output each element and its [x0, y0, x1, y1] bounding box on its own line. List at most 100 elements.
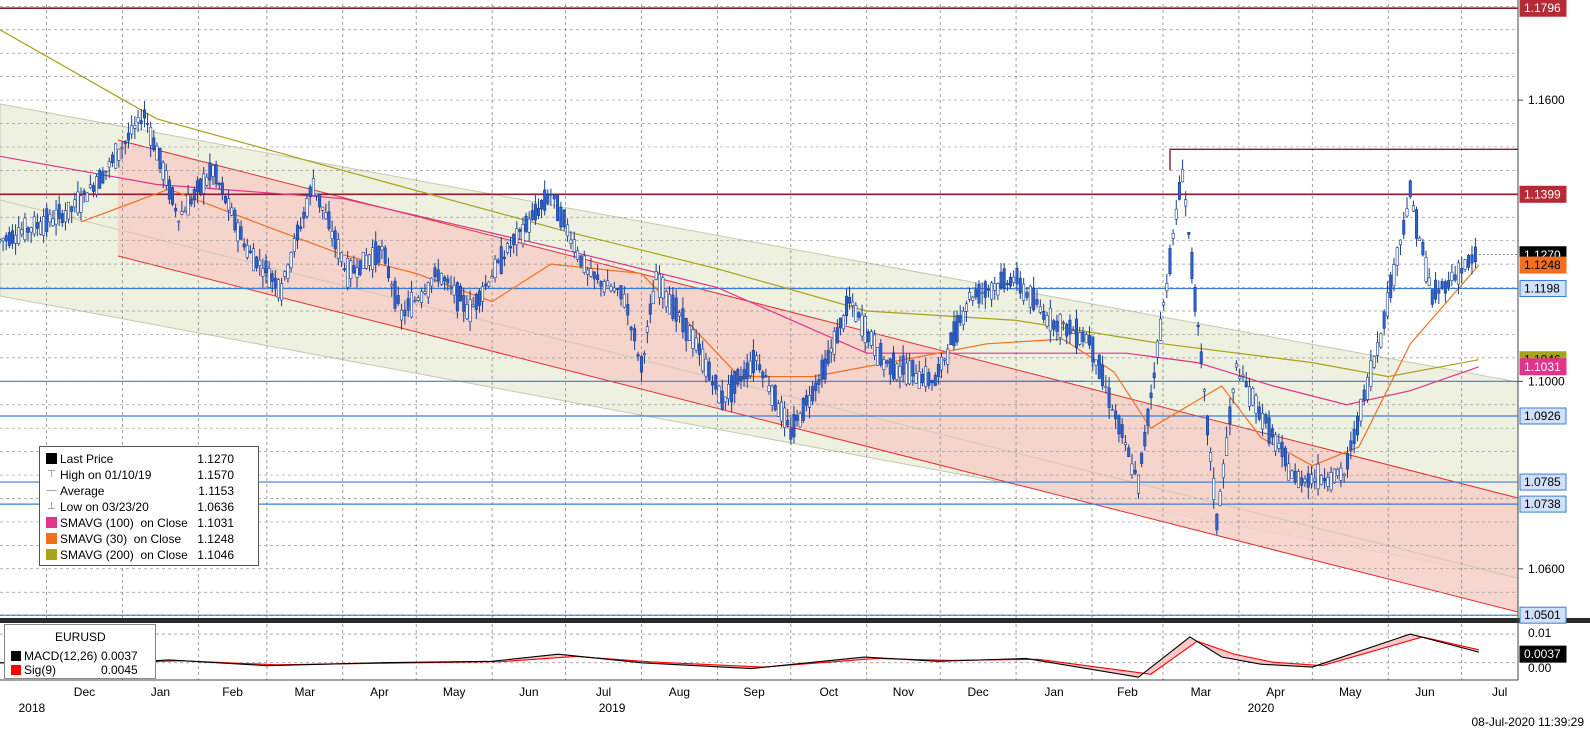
candle-body [333, 230, 337, 249]
candle-body [1408, 180, 1412, 198]
candle-body [908, 360, 912, 385]
candle-body [261, 268, 265, 277]
candle-body [214, 164, 218, 185]
candle-body [505, 243, 509, 253]
candle-body [1362, 389, 1366, 401]
candle-body [1071, 330, 1075, 334]
candle-body [45, 208, 49, 232]
resistance-level-tag-box [1519, 0, 1567, 17]
candle-body [1181, 169, 1185, 183]
candle-body [1149, 392, 1153, 399]
candle-body [490, 276, 494, 279]
month-label: Feb [222, 685, 243, 699]
macd-legend: EURUSD MACD(12,26) 0.0037 Sig(9) 0.0045 [4, 624, 156, 679]
candle-body [946, 348, 950, 365]
candle-body [873, 334, 877, 356]
candle-body [396, 295, 400, 304]
candle-body [468, 299, 472, 323]
candle-body [1277, 443, 1281, 449]
candle-body [543, 189, 547, 211]
candle-body [801, 397, 805, 421]
month-label: Feb [1117, 685, 1138, 699]
candle-body [609, 286, 613, 292]
month-label: Jun [1415, 685, 1434, 699]
macd-instrument-label: EURUSD [55, 630, 106, 644]
candle-body [986, 288, 990, 291]
candle-body [1184, 199, 1188, 207]
candle-body [648, 303, 652, 315]
candle-body [668, 294, 672, 315]
candle-body [619, 285, 623, 300]
candle-body [949, 332, 953, 346]
candle-body [283, 271, 287, 277]
candle-body [1473, 246, 1477, 263]
candle-body [1434, 279, 1438, 300]
candle-body [892, 352, 896, 380]
macd-axis-label: 0.01 [1528, 626, 1552, 640]
candle-body [990, 282, 994, 300]
candle-body [413, 300, 417, 302]
candle-body [1165, 283, 1169, 292]
month-label: Aug [669, 685, 690, 699]
candle-body [745, 362, 749, 380]
candle-body [390, 284, 394, 287]
candle-body [1339, 467, 1343, 481]
candle-body [321, 206, 325, 211]
candle-body [248, 250, 252, 253]
candle-body [481, 286, 485, 302]
candle-body [315, 193, 319, 196]
candle-body [958, 315, 962, 323]
candle-body [857, 312, 861, 318]
candle-body [977, 284, 981, 304]
candle-body [1385, 292, 1389, 317]
candle-body [183, 210, 187, 213]
legend-row: SMAVG (100) on Close 1.1031 [40, 515, 258, 531]
candle-body [904, 362, 908, 385]
candle-body [917, 371, 921, 389]
candle-body [95, 176, 99, 195]
candle-body [589, 268, 593, 277]
candle-body [1332, 468, 1336, 483]
candle-body [606, 280, 610, 287]
candle-body [546, 194, 550, 204]
month-label: Sep [743, 685, 765, 699]
series-value-tag-box [1519, 256, 1567, 274]
candle-body [596, 274, 600, 281]
candle-body [161, 162, 165, 180]
candle-body [1206, 415, 1210, 436]
price-legend: Last Price 1.1270 ⊤ High on 01/10/19 1.1570—… [39, 446, 259, 566]
candle-body [130, 125, 134, 135]
candle-body [895, 363, 899, 380]
candle-body [730, 375, 734, 403]
candle-body [1042, 311, 1046, 320]
candle-body [549, 193, 553, 196]
candle-body [17, 227, 21, 244]
candle-body [826, 350, 830, 364]
candle-body [410, 292, 414, 318]
year-label: 2018 [18, 701, 45, 715]
candle-body [552, 194, 556, 200]
candle-body [252, 248, 256, 272]
candle-body [1196, 324, 1200, 328]
candle-body [400, 309, 404, 321]
candle-body [943, 358, 947, 361]
candle-body [527, 218, 531, 233]
candle-body [1212, 477, 1216, 500]
legend-label: SMAVG (30) on Close [60, 532, 182, 546]
price-axis-label: 1.1000 [1528, 374, 1565, 388]
candle-body [1290, 470, 1294, 479]
signal-value: 0.0045 [101, 663, 138, 677]
candle-body [758, 364, 762, 371]
candle-body [383, 247, 387, 264]
candle-body [1228, 406, 1232, 425]
candle-body [1065, 323, 1069, 337]
legend-label: High on 01/10/19 [60, 468, 152, 482]
month-label: Mar [294, 685, 315, 699]
candle-body [117, 148, 121, 161]
candle-body [493, 258, 497, 279]
candle-body [1081, 331, 1085, 342]
candle-body [142, 109, 146, 119]
candle-body [832, 331, 836, 355]
candle-body [1447, 279, 1451, 288]
